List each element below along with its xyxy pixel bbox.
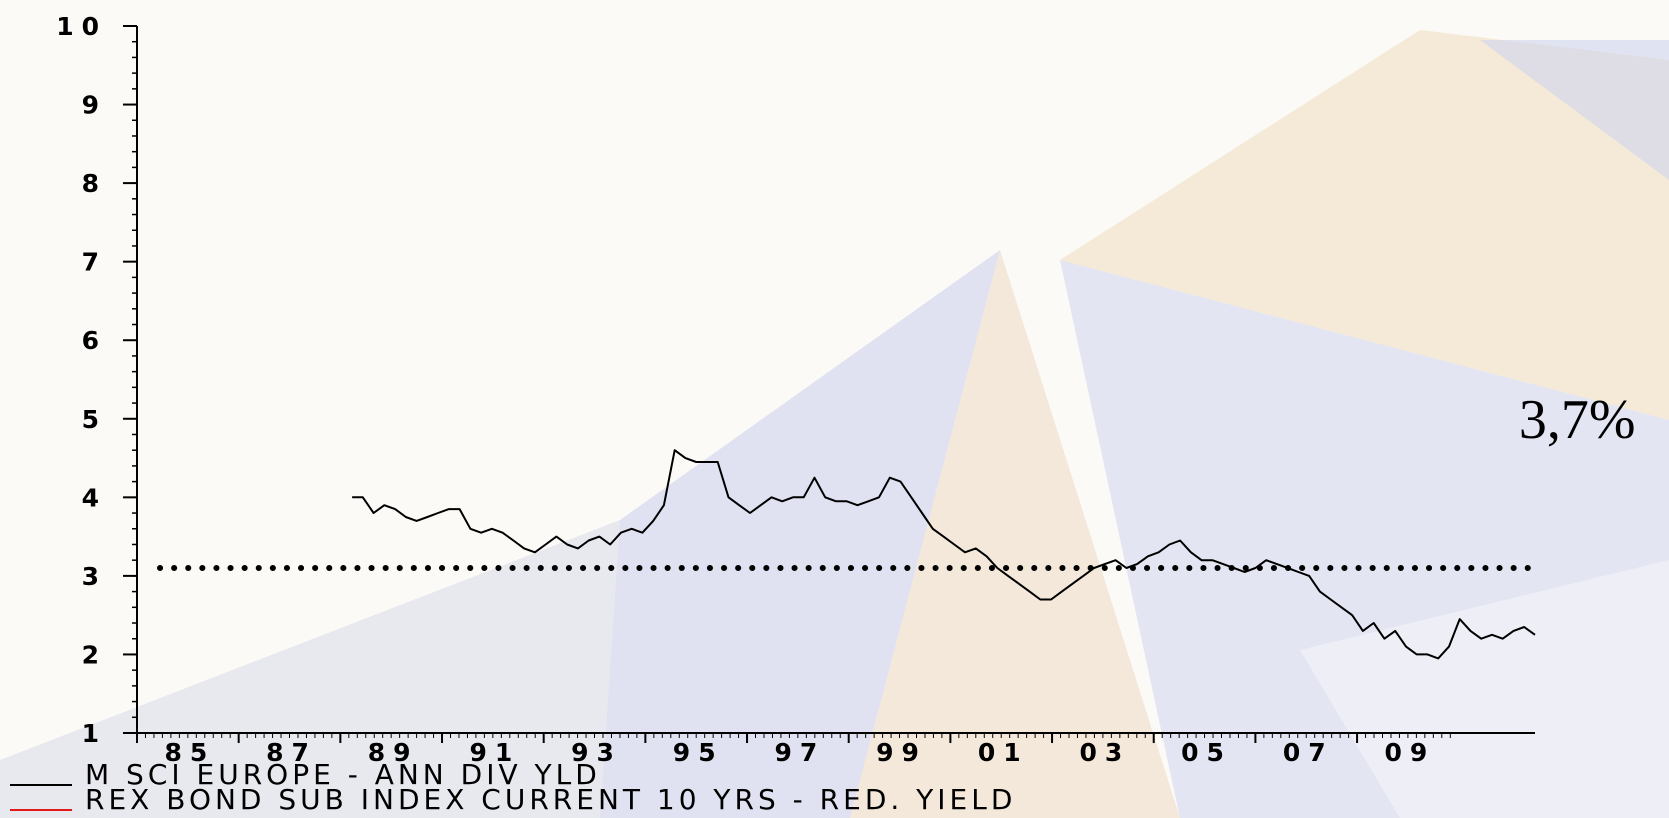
x-axis: 85 87 89 91 93 95 97 99 01 03 05 07 09 xyxy=(136,732,1535,767)
legend-label-rex: REX BOND SUB INDEX CURRENT 10 YRS - RED.… xyxy=(85,783,1016,816)
y-tick-label: 7 xyxy=(82,248,107,277)
y-tick-label: 6 xyxy=(82,326,107,355)
x-tick-label: 85 xyxy=(164,738,215,767)
legend-label-msci: M SCI EUROPE - ANN DIV YLD xyxy=(85,758,601,791)
y-tick-label: 2 xyxy=(82,640,107,669)
y-tick-label: 3 xyxy=(82,562,107,591)
x-tick-label: 01 xyxy=(978,738,1029,767)
y-tick-label: 8 xyxy=(82,169,107,198)
x-tick-label: 95 xyxy=(673,738,724,767)
x-tick-label: 97 xyxy=(774,738,825,767)
y-tick-label: 1 xyxy=(82,719,107,748)
corner-text: 2/4/11 xyxy=(1385,0,1526,11)
x-tick-label: 09 xyxy=(1385,738,1436,767)
y-tick-label: 9 xyxy=(82,91,107,120)
x-tick-label: 87 xyxy=(266,738,317,767)
x-tick-label: 91 xyxy=(469,738,520,767)
y-axis: 1 2 3 4 5 6 7 8 9 10 xyxy=(56,12,138,748)
legend: M SCI EUROPE - ANN DIV YLD REX BOND SUB … xyxy=(10,758,1016,816)
x-tick-label: 89 xyxy=(368,738,419,767)
y-tick-label: 4 xyxy=(82,483,107,512)
y-tick-label: 5 xyxy=(82,405,107,434)
x-tick-label: 05 xyxy=(1181,738,1232,767)
series-group xyxy=(352,449,1536,660)
y-tick-label: 10 xyxy=(56,12,107,41)
series-line-0 xyxy=(352,449,1536,660)
x-tick-label: 03 xyxy=(1079,738,1130,767)
x-tick-label: 07 xyxy=(1283,738,1334,767)
x-tick-label: 93 xyxy=(571,738,622,767)
x-tick-label: 99 xyxy=(876,738,927,767)
annotation-label: 3,7% xyxy=(1519,389,1636,451)
